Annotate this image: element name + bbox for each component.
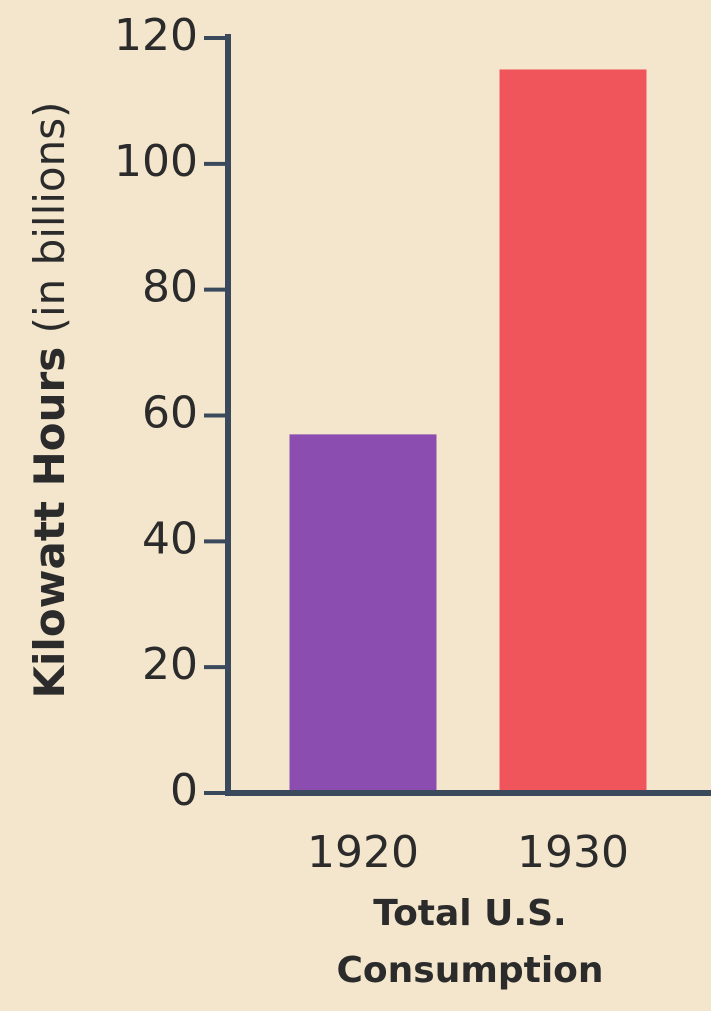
y-tick-label: 20 bbox=[142, 639, 198, 690]
y-tick-label: 0 bbox=[170, 765, 198, 816]
x-tick-label: 1930 bbox=[517, 827, 629, 878]
y-tick-label: 40 bbox=[142, 513, 198, 564]
bar bbox=[499, 69, 647, 794]
y-tick-label: 100 bbox=[114, 136, 198, 187]
x-axis-label-line: Total U.S. bbox=[373, 893, 566, 934]
y-axis-label: Kilowatt Hours (in billions) bbox=[25, 101, 74, 698]
y-tick-label: 120 bbox=[114, 10, 198, 61]
x-tick-label: 1920 bbox=[307, 827, 419, 878]
x-axis-label-line: Consumption bbox=[336, 950, 603, 991]
y-axis-label-main: Kilowatt Hours bbox=[25, 347, 74, 699]
y-axis-label-note: (in billions) bbox=[25, 101, 74, 333]
bar bbox=[289, 434, 437, 793]
y-tick-label: 60 bbox=[142, 388, 198, 439]
y-tick-label: 80 bbox=[142, 262, 198, 313]
